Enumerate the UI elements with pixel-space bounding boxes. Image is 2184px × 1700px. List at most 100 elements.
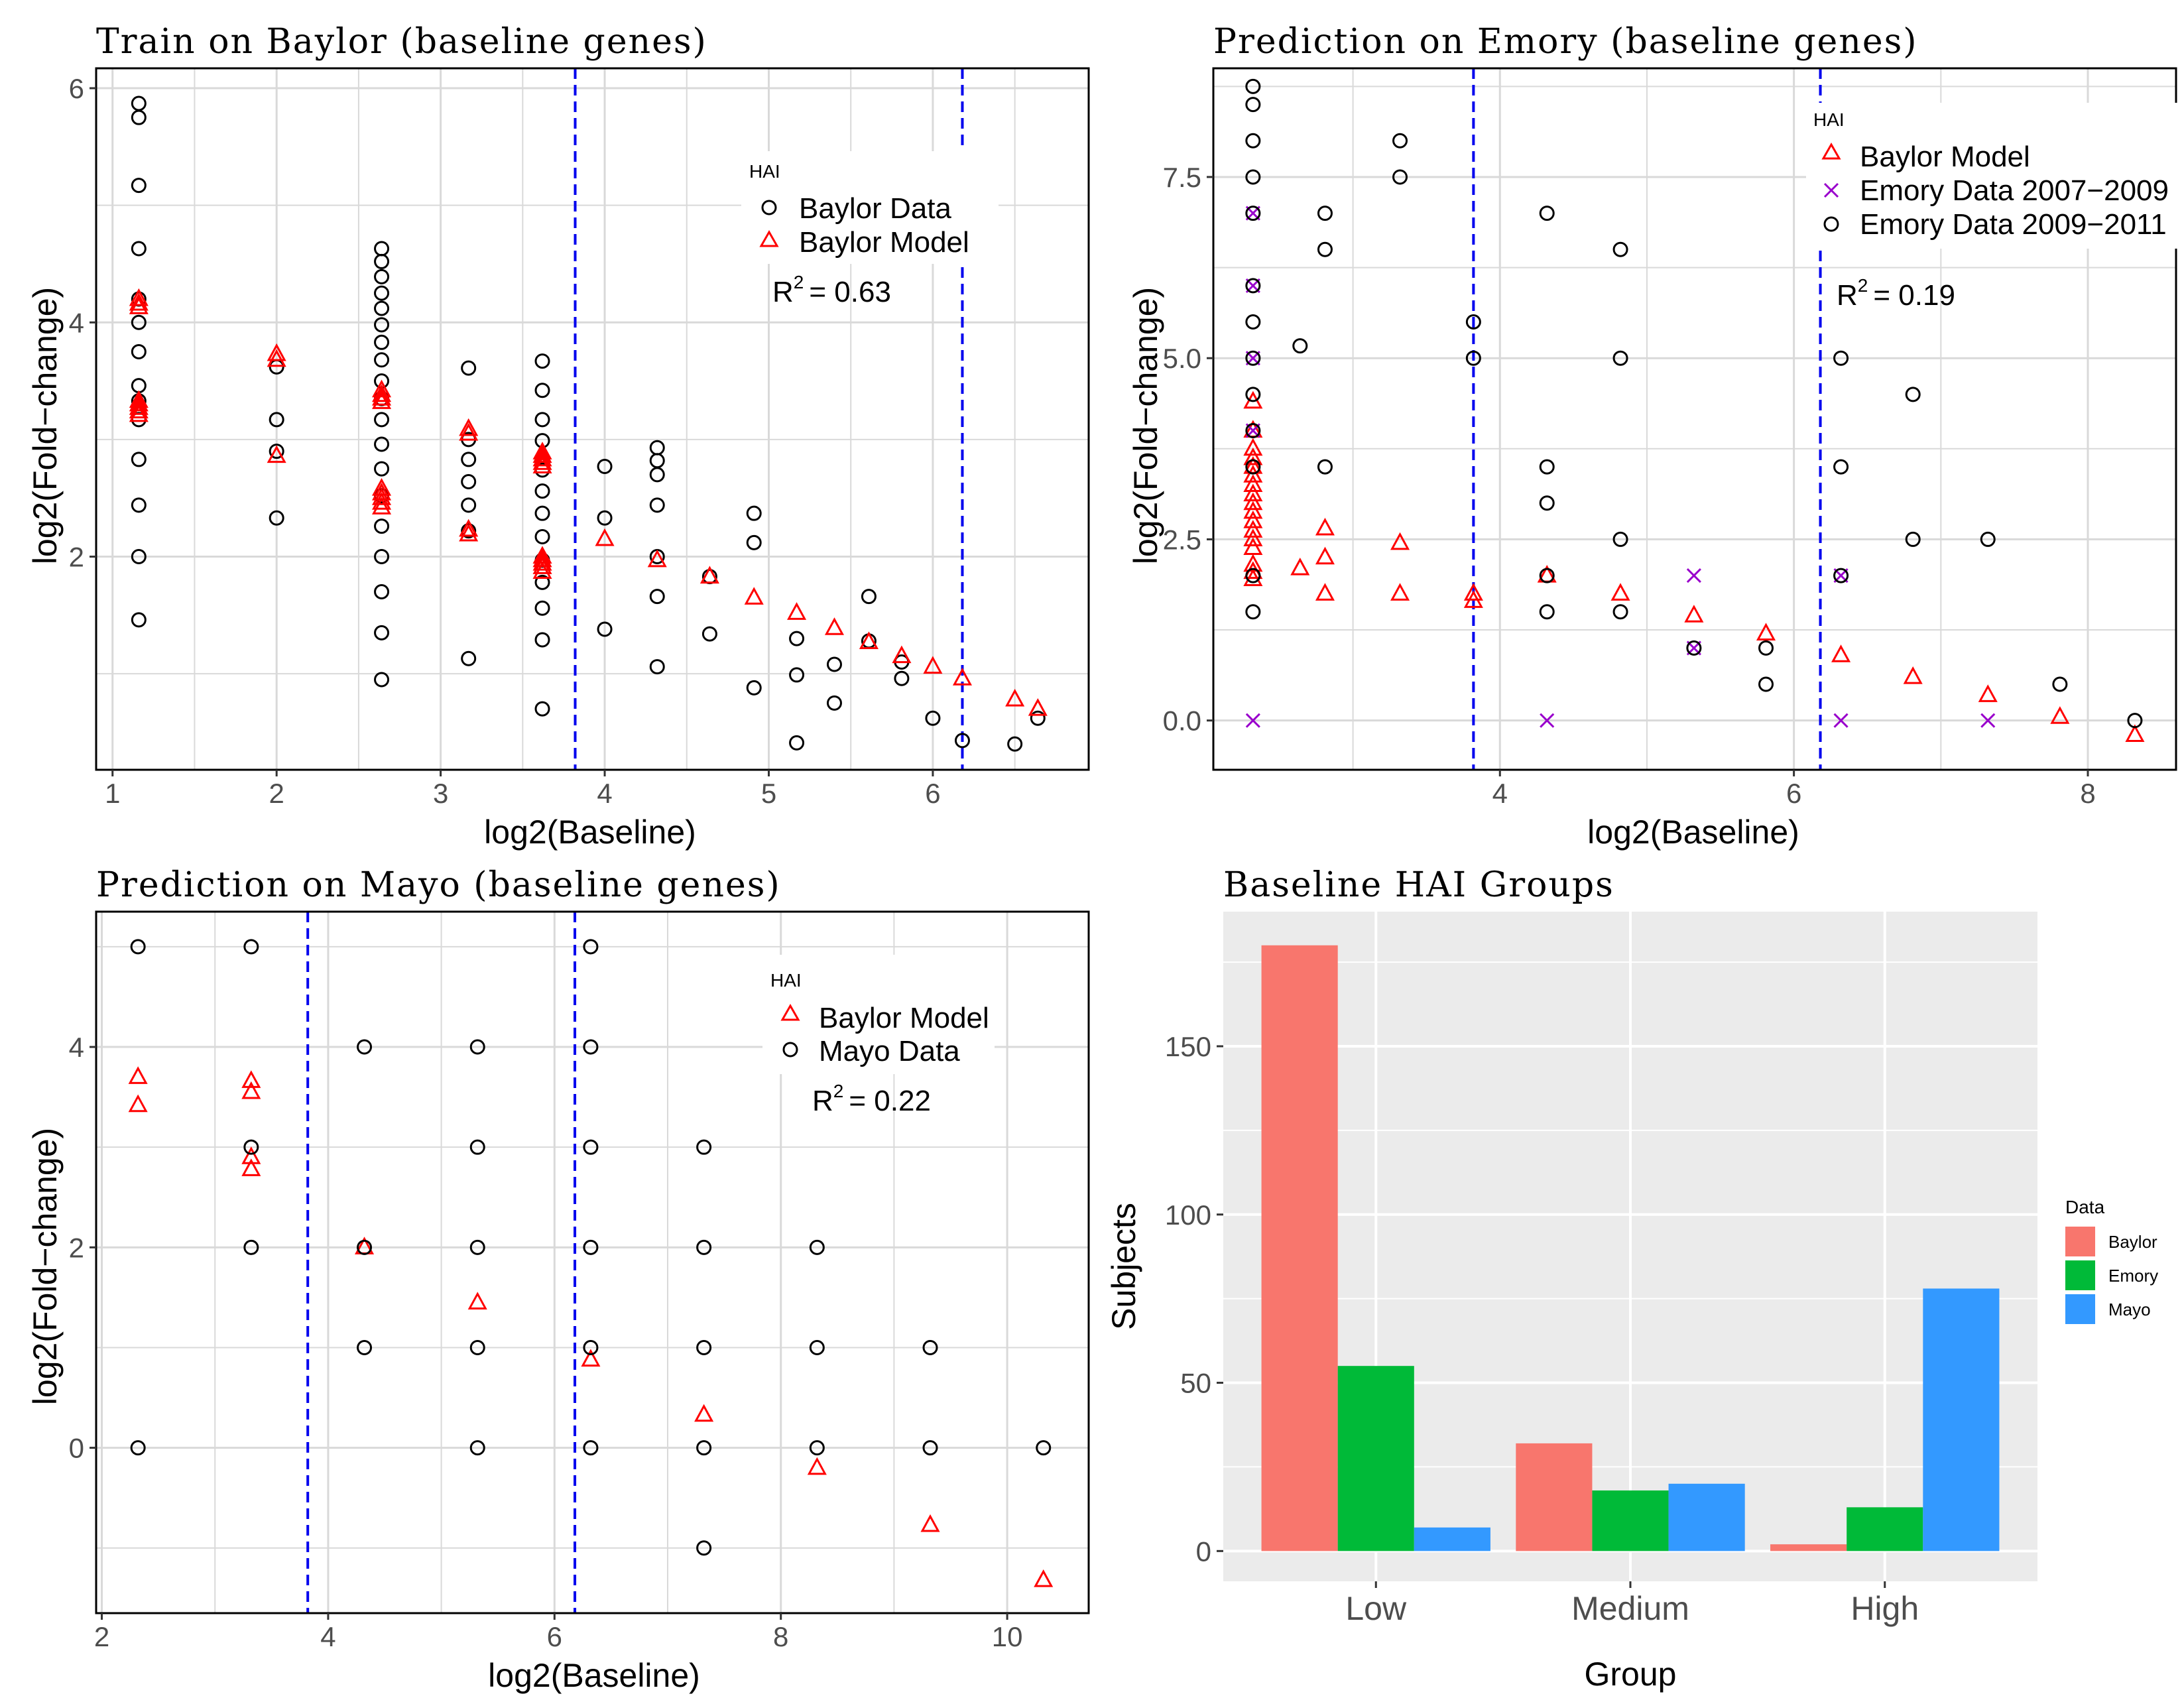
model-point	[1390, 532, 1410, 550]
model-point	[1610, 583, 1630, 601]
model-point	[241, 1158, 261, 1176]
data-point	[374, 317, 390, 333]
data-point	[597, 510, 613, 526]
legend-title: HAI	[770, 970, 802, 991]
data-point	[534, 383, 550, 398]
model-point	[744, 587, 764, 605]
data-point	[583, 939, 599, 955]
data-point	[131, 612, 147, 628]
legend-label-baylor-model: Baylor Model	[799, 226, 969, 259]
data-point	[534, 412, 550, 428]
data-point	[1905, 531, 1921, 547]
bar-emory-low	[1337, 1366, 1414, 1551]
data-point	[1833, 568, 1849, 583]
model-point	[459, 518, 479, 537]
model-point	[892, 645, 912, 664]
legend-title: HAI	[749, 161, 780, 182]
x-tick-label: 4	[597, 778, 612, 809]
data-point	[534, 600, 550, 616]
model-point	[129, 296, 149, 314]
model-point	[2050, 706, 2070, 724]
data-point	[469, 1039, 485, 1055]
cross-point	[1980, 713, 1996, 728]
model-point	[1243, 483, 1263, 502]
legend: HAI Baylor Model Emory Data 2007−2009 Em…	[1806, 103, 2184, 249]
model-point	[372, 492, 392, 510]
data-point	[649, 497, 665, 513]
data-point	[922, 1440, 938, 1456]
legend-key-baylor-model	[780, 1003, 800, 1021]
x-tick-label: 6	[925, 778, 940, 809]
plot-border	[1212, 67, 2177, 771]
data-point	[469, 1339, 485, 1355]
cross-point	[1686, 568, 1701, 583]
y-axis-label: Subjects	[1105, 1203, 1142, 1330]
model-point	[129, 288, 149, 306]
model-point	[1243, 510, 1263, 528]
data-point	[1245, 169, 1261, 185]
panel-title: Prediction on Emory (baseline genes)	[1213, 22, 1918, 62]
data-point	[269, 510, 284, 526]
x-tick-label: 1	[105, 778, 120, 809]
data-point	[1245, 206, 1261, 221]
model-point	[532, 556, 552, 574]
model-point	[581, 1349, 601, 1367]
model-point	[807, 1457, 827, 1475]
model-point	[1315, 546, 1335, 565]
model-point	[1463, 590, 1483, 608]
data-point	[1245, 97, 1261, 113]
r-superscript: 2	[794, 272, 804, 292]
y-axis-label: log2(Fold−change)	[27, 287, 64, 564]
y-tick-label: 0.0	[1163, 705, 1201, 737]
data-point	[809, 1440, 825, 1456]
data-point	[1245, 387, 1261, 402]
plot-border	[95, 910, 1090, 1614]
plot-area: Low Medium High 0 50 100 150	[1165, 912, 2037, 1627]
y-tick-label: 100	[1165, 1199, 1211, 1231]
data-point	[1539, 495, 1555, 511]
r-squared-value: = 0.22	[849, 1085, 931, 1117]
data-point	[894, 670, 910, 686]
data-point	[374, 436, 390, 452]
data-point	[1758, 676, 1774, 692]
r-squared-value: = 0.19	[1873, 279, 1955, 312]
x-axis-label: log2(Baseline)	[484, 814, 696, 851]
model-point	[595, 528, 615, 546]
bar-baylor-high	[1770, 1544, 1847, 1551]
data-point	[269, 412, 284, 428]
baylor-train-panel: Train on Baylor (baseline genes) 1 2 3 4 5 6 2…	[27, 22, 1090, 851]
legend-label-emory-2007: Emory Data 2007−2009	[1860, 174, 2169, 207]
r-symbol: R	[772, 276, 794, 308]
cross-point	[1245, 713, 1260, 728]
legend-label-emory: Emory	[2108, 1266, 2158, 1286]
x-tick-label: 6	[547, 1621, 562, 1652]
model-point	[532, 448, 552, 467]
y-axis-label: log2(Fold−change)	[27, 1128, 64, 1405]
model-point	[267, 343, 286, 361]
data-point	[1245, 314, 1261, 330]
data-point	[1245, 604, 1261, 620]
model-point	[372, 497, 392, 515]
bar-baylor-low	[1261, 945, 1338, 1551]
r-squared-value: = 0.63	[809, 276, 891, 308]
mayo-prediction-panel: Prediction on Mayo (baseline genes) 2 4 6 8…	[27, 865, 1090, 1694]
x-tick-label: 8	[2080, 778, 2095, 809]
data-point	[789, 631, 805, 646]
data-point	[1905, 387, 1921, 402]
panel-title: Baseline HAI Groups	[1223, 865, 1614, 905]
data-point	[374, 672, 390, 688]
data-point	[746, 534, 762, 550]
data-point	[925, 710, 941, 726]
data-point	[131, 314, 147, 330]
data-point	[131, 178, 147, 194]
data-point	[1245, 459, 1261, 475]
x-axis-label: log2(Baseline)	[488, 1657, 700, 1694]
data-point	[374, 461, 390, 477]
x-axis-label: log2(Baseline)	[1587, 814, 1799, 851]
data-point	[374, 334, 390, 350]
legend: Data Baylor Emory Mayo	[2065, 1197, 2158, 1324]
data-point	[374, 285, 390, 301]
data-point	[696, 1440, 712, 1456]
model-point	[1005, 688, 1025, 707]
y-tick-label: 150	[1165, 1031, 1211, 1062]
